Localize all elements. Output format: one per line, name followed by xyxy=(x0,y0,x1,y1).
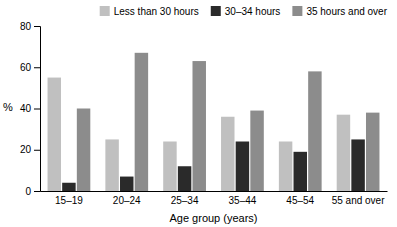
bar xyxy=(351,139,364,191)
y-axis-line xyxy=(34,27,41,192)
chart: 0 20 40 60 80 15–19 20–24 25–34 35–44 45–54 55 and… xyxy=(0,0,397,227)
x-tick: 35–44 xyxy=(229,195,257,206)
legend-label: 35 hours and over xyxy=(306,6,387,17)
bar xyxy=(135,53,148,191)
y-tick-mark xyxy=(34,109,40,110)
legend-label: 30–34 hours xyxy=(225,6,281,17)
bar xyxy=(163,142,176,192)
y-axis: 0 20 40 60 80 xyxy=(20,21,41,197)
legend-item: 35 hours and over xyxy=(292,6,387,17)
y-tick-label: 20 xyxy=(20,144,32,155)
x-axis-line xyxy=(41,191,388,192)
x-tick-label: 25–34 xyxy=(171,195,199,206)
bar xyxy=(294,152,307,191)
bar xyxy=(105,139,118,191)
bar xyxy=(62,183,75,191)
series xyxy=(77,53,380,191)
plot-area: 0 20 40 60 80 15–19 20–24 25–34 35–44 45–54 55 and… xyxy=(20,21,388,206)
y-tick-label: 60 xyxy=(20,62,32,73)
y-tick: 0 xyxy=(25,186,40,197)
x-tick-label: 45–54 xyxy=(286,195,314,206)
x-axis: 15–19 20–24 25–34 35–44 45–54 55 and over xyxy=(41,192,388,207)
x-tick: 55 and over xyxy=(332,195,385,206)
legend-swatch xyxy=(100,6,110,16)
legend-swatch xyxy=(211,6,221,16)
x-tick-label: 20–24 xyxy=(113,195,141,206)
bar xyxy=(250,111,263,191)
bar xyxy=(192,61,205,191)
bar xyxy=(279,142,292,192)
legend-label: Less than 30 hours xyxy=(114,6,199,17)
legend-swatch xyxy=(292,6,302,16)
y-tick-mark xyxy=(34,67,40,68)
x-tick: 25–34 xyxy=(171,195,199,206)
bar xyxy=(48,78,61,191)
y-tick: 60 xyxy=(20,62,40,73)
y-tick-label: 40 xyxy=(20,103,32,114)
y-tick: 20 xyxy=(20,144,40,155)
bar xyxy=(120,177,133,191)
legend: Less than 30 hours 30–34 hours 35 hours an… xyxy=(100,6,388,17)
x-tick-label: 35–44 xyxy=(229,195,257,206)
legend-item: 30–34 hours xyxy=(211,6,281,17)
y-tick-mark xyxy=(34,26,40,27)
x-tick-label: 55 and over xyxy=(332,195,385,206)
y-tick: 80 xyxy=(20,21,40,32)
x-axis-title: Age group (years) xyxy=(169,212,257,224)
y-tick-mark xyxy=(34,150,40,151)
bar xyxy=(77,109,90,192)
x-tick: 45–54 xyxy=(286,195,314,206)
bar xyxy=(337,115,350,191)
bar xyxy=(221,117,234,191)
y-tick-label: 80 xyxy=(20,21,32,32)
bar xyxy=(366,113,379,191)
bars xyxy=(48,53,380,191)
bar xyxy=(178,166,191,191)
x-tick-label: 15–19 xyxy=(55,195,83,206)
x-tick: 20–24 xyxy=(113,195,141,206)
legend-item: Less than 30 hours xyxy=(100,6,199,17)
y-tick-label: 0 xyxy=(25,186,31,197)
x-tick: 15–19 xyxy=(55,195,83,206)
y-axis-title: % xyxy=(3,101,13,113)
bar xyxy=(308,71,321,191)
y-tick: 40 xyxy=(20,103,40,114)
y-tick-mark xyxy=(34,191,40,192)
bar xyxy=(236,142,249,192)
